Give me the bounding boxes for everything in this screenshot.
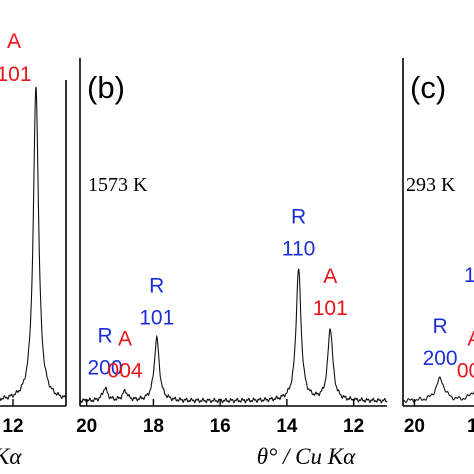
peak-phase-label: A xyxy=(323,265,337,288)
trace-panel-a xyxy=(0,86,67,401)
x-tick-label: 12 xyxy=(343,416,364,437)
peak-phase-label: R xyxy=(97,324,112,347)
peak-index-label: 004 xyxy=(108,360,143,383)
peak-labels-panel-c: R 200 A 004 xyxy=(423,315,474,383)
peak-phase-label: A xyxy=(118,328,132,351)
panel-c: (c) 293 K 1 R 200 A 004 20 1 xyxy=(402,58,474,437)
x-tick-label: 18 xyxy=(143,416,164,437)
ticks-panel-c: 20 xyxy=(404,399,425,437)
peak-index-label: 004 xyxy=(457,360,474,383)
peak-a-101-index: 101 xyxy=(0,63,32,86)
tick-label-fragment-c: 1 xyxy=(467,416,474,437)
peak-index-label: 200 xyxy=(423,347,458,370)
peak-index-label: 101 xyxy=(139,306,174,329)
temperature-label-c: 293 K xyxy=(406,174,456,196)
panel-label-b: (b) xyxy=(87,70,125,105)
x-tick-label: 14 xyxy=(276,416,298,437)
x-tick-label: 16 xyxy=(210,416,231,437)
peak-phase-label: R xyxy=(433,315,448,338)
x-axis-label-panel-b: θ° / Cu Kα xyxy=(257,444,356,469)
trace-panel-b xyxy=(79,268,388,404)
partial-peak-label-c: 1 xyxy=(464,264,474,287)
x-tick-label: 20 xyxy=(404,416,425,437)
x-tick-label: 12 xyxy=(2,416,23,437)
ticks-panel-b: 20 18 16 14 12 xyxy=(76,399,364,437)
peak-index-label: 200 xyxy=(88,356,123,379)
peak-index-label: 101 xyxy=(313,297,348,320)
ticks-panel-a: 12 xyxy=(2,399,24,437)
peak-phase-label: R xyxy=(291,206,306,229)
peak-phase-label: R xyxy=(149,274,164,297)
peak-phase-label: A xyxy=(467,328,474,351)
peak-a-101-phase: A xyxy=(7,30,21,53)
peak-labels-panel-b: R 200 A 004 R 101 R 110 A 101 xyxy=(88,206,348,383)
temperature-label-b: 1573 K xyxy=(88,174,148,196)
x-tick-label: 20 xyxy=(76,416,97,437)
panel-a: A 101 12 Kα xyxy=(0,30,67,469)
panel-label-c: (c) xyxy=(410,70,446,105)
trace-panel-c xyxy=(402,376,474,403)
peak-index-label: 110 xyxy=(282,238,315,261)
x-axis-label-fragment-panel-a: Kα xyxy=(0,444,22,469)
panel-b: (b) 1573 K R 200 A 004 R 101 R 110 A 101 20 18 16 14… xyxy=(76,58,388,469)
